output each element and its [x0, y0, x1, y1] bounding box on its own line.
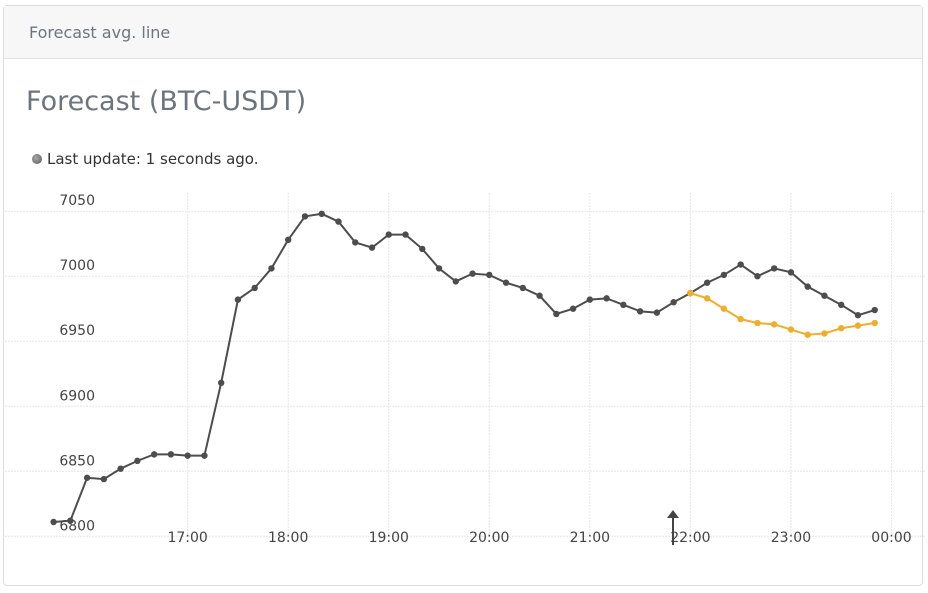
card: Forecast avg. line [3, 5, 923, 586]
data-point [117, 465, 124, 472]
data-point [854, 312, 862, 319]
data-point [368, 244, 376, 251]
data-point [838, 325, 845, 332]
x-tick-label: 23:00 [771, 530, 811, 546]
x-tick-label: 19:00 [369, 530, 409, 546]
data-point [821, 330, 828, 337]
data-point [83, 474, 91, 481]
data-point [150, 451, 158, 458]
data-point [586, 296, 594, 303]
x-tick-label: 00:00 [871, 530, 911, 546]
x-tick-label: 21:00 [570, 530, 610, 546]
data-point [234, 296, 242, 303]
header-title: Forecast avg. line [29, 22, 171, 42]
y-tick-label: 7000 [59, 258, 95, 274]
series-line [53, 212, 876, 523]
data-point [720, 271, 728, 279]
data-point [536, 292, 543, 299]
chart-title: Forecast (BTC-USDT) [26, 86, 307, 117]
data-point [402, 231, 409, 238]
series-line [690, 292, 875, 336]
status-text: Last update: 1 seconds ago. [47, 150, 259, 168]
data-point [419, 245, 426, 253]
data-point [720, 305, 728, 312]
data-point [804, 331, 811, 338]
y-tick-label: 7050 [59, 193, 95, 209]
x-tick-label: 22:00 [670, 530, 710, 546]
data-point [754, 273, 761, 280]
x-tick-label: 17:00 [167, 530, 207, 546]
data-point [184, 452, 191, 459]
x-tick-label: 18:00 [268, 530, 308, 546]
status-dot [32, 154, 42, 164]
data-point [821, 292, 828, 299]
y-tick-label: 6950 [59, 323, 95, 339]
data-point [201, 452, 208, 459]
data-point [217, 379, 225, 387]
data-point [318, 210, 325, 218]
data-point [770, 321, 778, 328]
data-point [50, 518, 57, 526]
data-point [335, 218, 342, 225]
data-point [134, 457, 141, 465]
data-point [770, 265, 778, 272]
data-point [569, 305, 577, 312]
data-point [838, 301, 845, 309]
data-point [502, 279, 510, 286]
data-point [787, 269, 795, 276]
data-point [435, 265, 443, 272]
data-point [871, 306, 878, 314]
data-point [553, 310, 560, 318]
x-tick-label: 20:00 [469, 530, 509, 546]
status: Last update: 1 seconds ago. [32, 150, 258, 168]
data-point [352, 239, 359, 246]
data-point [452, 278, 459, 285]
data-point [519, 284, 527, 292]
data-point [787, 326, 795, 333]
arrow-marker [667, 510, 679, 545]
data-point [636, 308, 644, 315]
data-point [100, 475, 108, 483]
data-point [620, 301, 627, 309]
data-point [251, 284, 258, 292]
data-point [285, 236, 292, 244]
data-point [653, 309, 661, 316]
card-header: Forecast avg. line [4, 6, 922, 59]
data-point [737, 315, 744, 323]
data-point [703, 295, 711, 302]
data-point [871, 319, 878, 327]
data-point [486, 271, 493, 279]
data-point [854, 322, 862, 329]
data-point [301, 213, 309, 220]
data-point [268, 265, 275, 272]
data-point [670, 299, 677, 306]
data-point [469, 270, 476, 277]
data-point [603, 295, 610, 302]
data-point [804, 283, 811, 290]
data-point [737, 261, 744, 268]
data-point [687, 289, 694, 297]
y-tick-label: 6850 [59, 453, 95, 469]
data-point [167, 451, 175, 458]
data-point [67, 517, 74, 524]
data-point [703, 279, 711, 286]
data-point [385, 231, 392, 238]
y-tick-label: 6900 [59, 388, 95, 404]
data-point [754, 319, 761, 327]
